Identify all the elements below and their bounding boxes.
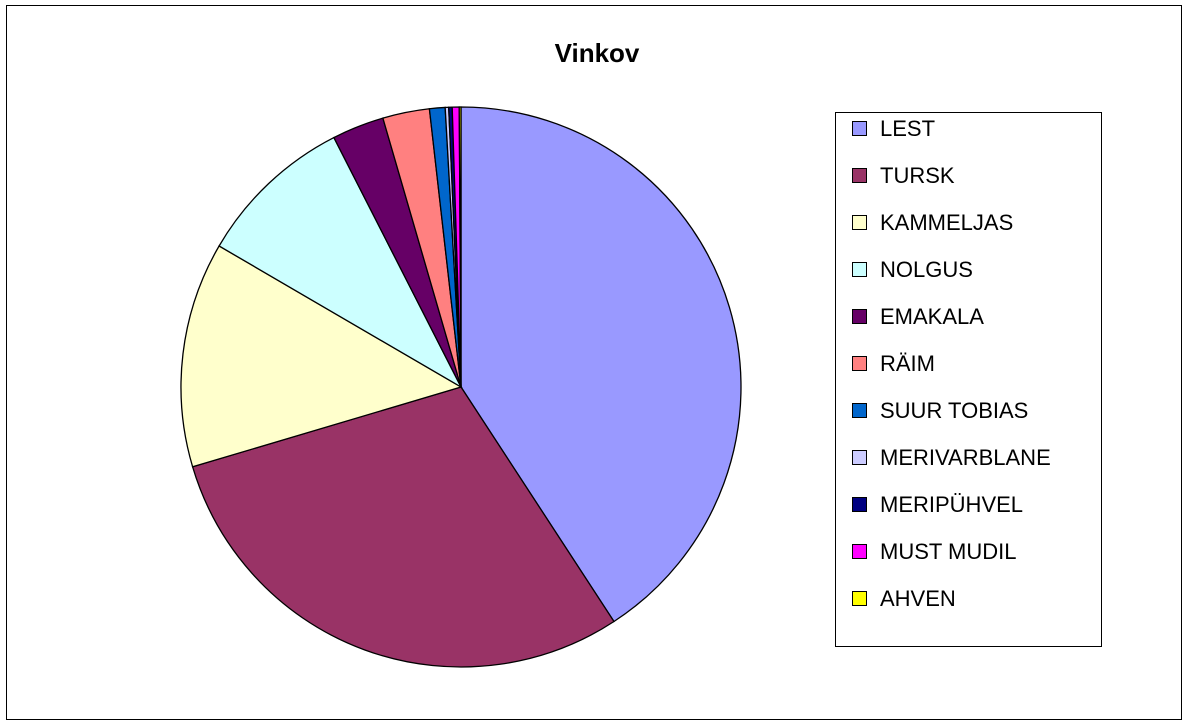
legend-swatch: [852, 544, 867, 559]
legend-label: MERIVARBLANE: [880, 445, 1051, 470]
pie-slice: [460, 106, 742, 623]
legend-label: MUST MUDIL: [880, 539, 1017, 564]
legend-swatch: [852, 215, 867, 230]
pie-slice: [458, 106, 462, 388]
legend-swatch: [852, 168, 867, 183]
chart-title: Vinkov: [555, 38, 640, 68]
legend-swatch: [852, 356, 867, 371]
legend-label: RÄIM: [880, 351, 935, 376]
legend-label: KAMMELJAS: [880, 210, 1013, 235]
legend-label: NOLGUS: [880, 257, 973, 282]
legend-box: [835, 112, 1102, 647]
legend-swatch: [852, 497, 867, 512]
legend-swatch: [852, 309, 867, 324]
legend-label: TURSK: [880, 163, 955, 188]
pie-slice: [180, 245, 463, 468]
pie-slice: [191, 386, 615, 668]
legend-swatch: [852, 121, 867, 136]
legend-swatch: [852, 403, 867, 418]
legend-swatch: [852, 262, 867, 277]
legend-label: LEST: [880, 116, 935, 141]
legend-swatch: [852, 450, 867, 465]
legend-label: EMAKALA: [880, 304, 984, 329]
legend-label: AHVEN: [880, 586, 956, 611]
legend-label: MERIPÜHVEL: [880, 492, 1023, 517]
pie-slice: [218, 136, 463, 389]
legend-swatch: [852, 591, 867, 606]
legend-label: SUUR TOBIAS: [880, 398, 1028, 423]
